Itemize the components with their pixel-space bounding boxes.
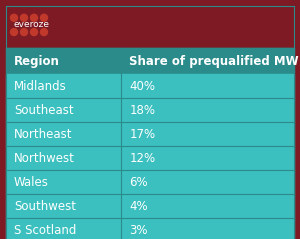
Text: Northwest: Northwest — [14, 152, 75, 164]
Bar — [6, 122, 294, 146]
Text: Share of prequalified MW: Share of prequalified MW — [129, 54, 299, 67]
Bar — [6, 146, 294, 170]
Text: Southeast: Southeast — [14, 103, 74, 116]
Circle shape — [11, 28, 17, 36]
Text: Wales: Wales — [14, 175, 49, 189]
Text: 12%: 12% — [129, 152, 155, 164]
Bar — [6, 48, 294, 74]
Circle shape — [20, 14, 28, 21]
Text: 4%: 4% — [129, 200, 148, 212]
Text: everoze: everoze — [14, 20, 50, 29]
Text: S Scotland: S Scotland — [14, 223, 76, 237]
Text: 18%: 18% — [129, 103, 155, 116]
Circle shape — [40, 28, 47, 36]
Bar — [6, 170, 294, 194]
Bar — [6, 98, 294, 122]
Text: Southwest: Southwest — [14, 200, 76, 212]
Circle shape — [11, 14, 17, 21]
Bar — [6, 74, 294, 98]
Bar — [6, 218, 294, 239]
Circle shape — [31, 14, 38, 21]
Circle shape — [40, 14, 47, 21]
Circle shape — [31, 28, 38, 36]
Text: Midlands: Midlands — [14, 80, 67, 92]
Bar — [6, 6, 294, 48]
Circle shape — [20, 28, 28, 36]
Text: 17%: 17% — [129, 127, 155, 141]
Text: 40%: 40% — [129, 80, 155, 92]
Bar — [6, 194, 294, 218]
Text: 6%: 6% — [129, 175, 148, 189]
Text: 3%: 3% — [129, 223, 148, 237]
Text: Region: Region — [14, 54, 60, 67]
Text: Northeast: Northeast — [14, 127, 73, 141]
